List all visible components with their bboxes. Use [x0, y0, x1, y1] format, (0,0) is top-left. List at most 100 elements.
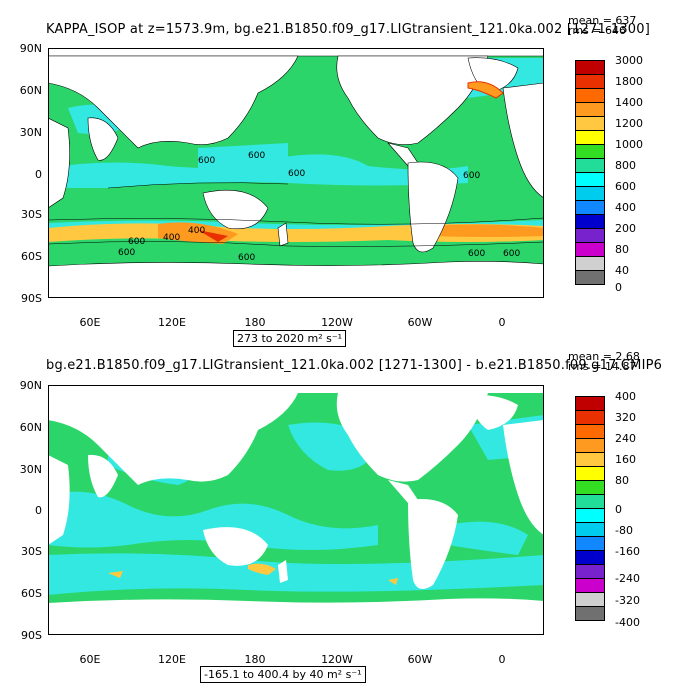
colorbar-swatch [575, 158, 605, 173]
colorbar-label: 320 [615, 411, 636, 424]
panel-1-map: 600 600 600 600 400 600 600 600 600 600 … [48, 48, 544, 298]
lat-label: 30N [19, 126, 42, 139]
panel-2-map [48, 385, 544, 635]
lat-label: 60N [19, 84, 42, 97]
lon-label: 120W [321, 316, 353, 329]
colorbar-swatch [575, 410, 605, 425]
panel-2-rms: rms = 14.87 [568, 360, 637, 373]
colorbar-label: -320 [615, 594, 640, 607]
colorbar-label: 600 [615, 180, 636, 193]
lat-label: 90N [19, 42, 42, 55]
colorbar-swatch [575, 494, 605, 509]
contour-lines [48, 182, 544, 247]
lon-label: 60W [407, 653, 433, 666]
contour-labels: 600 600 600 600 400 600 600 600 600 600 … [118, 151, 520, 263]
colorbar-label: -80 [615, 524, 633, 537]
contour-label: 600 [248, 151, 265, 161]
lat-label: 30S [21, 545, 42, 558]
colorbar-label: 160 [615, 453, 636, 466]
colorbar-swatch [575, 592, 605, 607]
land-masses [48, 48, 544, 298]
contour-label: 600 [468, 249, 485, 259]
colorbar-swatch [575, 424, 605, 439]
colorbar-label: 200 [615, 222, 636, 235]
colorbar-label: 80 [615, 474, 629, 487]
colorbar-swatch [575, 228, 605, 243]
contour-label: 600 [238, 253, 255, 263]
colorbar-label: -400 [615, 616, 640, 629]
panel-2-map-svg [48, 385, 544, 635]
colorbar-label: 0 [615, 503, 622, 516]
colorbar-swatch [575, 88, 605, 103]
panel-1-map-svg: 600 600 600 600 400 600 600 600 600 600 … [48, 48, 544, 298]
colorbar-swatch [575, 480, 605, 495]
land-masses [48, 385, 544, 635]
lon-label: 60W [407, 316, 433, 329]
colorbar-label: 1200 [615, 117, 643, 130]
colorbar-label: 1400 [615, 96, 643, 109]
colorbar-swatch [575, 242, 605, 257]
lat-label: 60S [21, 587, 42, 600]
lon-label: 60E [79, 653, 101, 666]
lon-label: 120E [158, 653, 186, 666]
colorbar-label: 240 [615, 432, 636, 445]
lat-label: 60N [19, 421, 42, 434]
colorbar-swatch [575, 116, 605, 131]
lat-label: 30N [19, 463, 42, 476]
colorbar-label: 1800 [615, 75, 643, 88]
contour-label: 600 [288, 169, 305, 179]
panel-2-title: bg.e21.B1850.f09_g17.LIGtransient_121.0k… [46, 358, 663, 373]
lon-label: 0 [498, 653, 506, 666]
contour-label: 600 [503, 249, 520, 259]
contour-label: 600 [118, 248, 135, 258]
colorbar-swatch [575, 452, 605, 467]
lon-label: 120W [321, 653, 353, 666]
colorbar-label: 800 [615, 159, 636, 172]
lat-label: 90N [19, 379, 42, 392]
lat-label: 30S [21, 208, 42, 221]
contour-label: 600 [463, 171, 480, 181]
lon-label: 180 [244, 653, 266, 666]
contour-label: 600 [128, 237, 145, 247]
lat-label: 0 [35, 168, 42, 181]
contour-label: 400 [163, 233, 180, 243]
panel-2-mean: mean = 2.68 [568, 350, 640, 363]
contour-label: 400 [188, 226, 205, 236]
colorbar-swatch [575, 102, 605, 117]
colorbar-swatch [575, 466, 605, 481]
colorbar-swatch [575, 130, 605, 145]
greenland-hotspot [467, 81, 504, 99]
lat-label: 90S [21, 292, 42, 305]
colorbar-swatch [575, 172, 605, 187]
colorbar-label: 0 [615, 281, 622, 294]
colorbar-swatch [575, 522, 605, 537]
colorbar-label: 40 [615, 264, 629, 277]
panel-1-rms: rms = 646 [568, 24, 626, 37]
colorbar-swatch [575, 144, 605, 159]
colorbar-label: 80 [615, 243, 629, 256]
lon-label: 0 [498, 316, 506, 329]
colorbar-swatch [575, 438, 605, 453]
lon-label: 180 [244, 316, 266, 329]
panel-1-mean: mean = 637 [568, 14, 637, 27]
panel-1-title: KAPPA_ISOP at z=1573.9m, bg.e21.B1850.f0… [46, 22, 651, 37]
colorbar-swatch [575, 564, 605, 579]
lon-label: 60E [79, 316, 101, 329]
colorbar-swatch [575, 270, 605, 285]
colorbar-swatch [575, 536, 605, 551]
lat-label: 90S [21, 629, 42, 642]
colorbar-swatch [575, 606, 605, 621]
colorbar-swatch [575, 214, 605, 229]
colorbar-label: 400 [615, 390, 636, 403]
colorbar-swatch [575, 550, 605, 565]
lat-label: 60S [21, 250, 42, 263]
colorbar-swatch [575, 396, 605, 411]
colorbar-swatch [575, 508, 605, 523]
lon-label: 120E [158, 316, 186, 329]
colorbar-swatch [575, 186, 605, 201]
panel-1-range: 273 to 2020 m² s⁻¹ [233, 330, 347, 347]
colorbar-label: 3000 [615, 54, 643, 67]
colorbar-swatch [575, 200, 605, 215]
colorbar-label: 1000 [615, 138, 643, 151]
colorbar-swatch [575, 60, 605, 75]
